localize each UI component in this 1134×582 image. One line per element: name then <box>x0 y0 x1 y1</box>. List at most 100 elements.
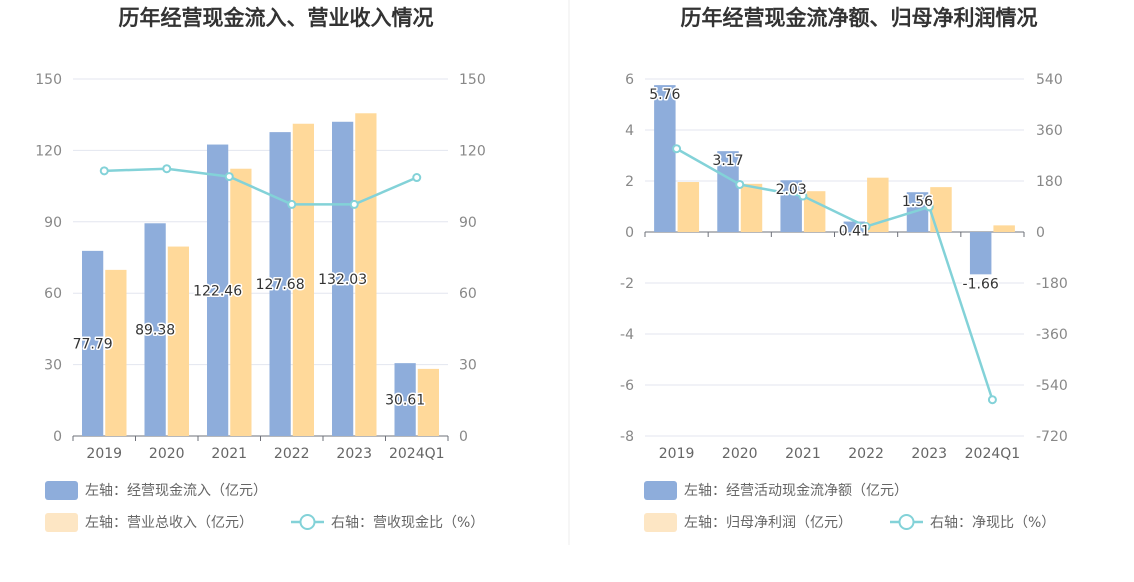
bar-series-2 <box>105 269 127 436</box>
right-axis-tick: 540 <box>1036 72 1063 88</box>
right-axis-tick: 90 <box>459 215 477 231</box>
legend-swatch <box>644 513 677 532</box>
left-axis-tick: 120 <box>35 143 62 159</box>
right-axis-tick: 360 <box>1036 123 1063 139</box>
line-point <box>798 191 808 201</box>
right-axis-tick: 30 <box>459 358 477 374</box>
legend-line-marker <box>898 514 915 530</box>
chart-title: 历年经营现金流入、营业收入情况 <box>119 6 434 30</box>
data-label: -1.66 <box>963 276 999 292</box>
bar-series-2 <box>930 187 952 232</box>
data-label: 2.03 <box>776 182 807 198</box>
right-axis-tick: 180 <box>1036 174 1063 190</box>
left-axis-tick: 0 <box>53 429 62 445</box>
line-point <box>735 179 745 189</box>
data-label: 77.79 <box>73 336 113 352</box>
left-axis-tick: 150 <box>35 72 62 88</box>
line-point <box>349 199 359 209</box>
line-point <box>287 199 297 209</box>
x-axis-label: 2022 <box>848 446 884 462</box>
right-axis-tick: -540 <box>1036 378 1068 394</box>
line-series <box>104 167 418 206</box>
line-point <box>162 164 172 174</box>
right-axis-tick: -180 <box>1036 276 1068 292</box>
left-axis-tick: -8 <box>620 429 634 445</box>
legend-swatch <box>45 513 78 532</box>
left-axis-tick: 0 <box>625 225 634 241</box>
left-axis-tick: 60 <box>44 286 62 302</box>
left-axis-tick: 90 <box>44 215 62 231</box>
x-axis-label: 2020 <box>149 446 185 462</box>
legend-label: 左轴：经营活动现金流净额（亿元） <box>684 483 908 499</box>
x-axis-label: 2019 <box>86 446 122 462</box>
bar-series-1 <box>394 363 416 436</box>
bar-series-1 <box>906 192 929 232</box>
right-axis-tick: 0 <box>459 429 468 445</box>
bar-series-2 <box>230 168 252 436</box>
line-point <box>412 173 422 183</box>
right-axis-tick: 150 <box>459 72 486 88</box>
legend-label: 右轴：净现比（%） <box>930 515 1055 531</box>
line-point <box>987 395 997 405</box>
data-label: 122.46 <box>193 283 242 299</box>
chart-cash-inflow-revenue: 历年经营现金流入、营业收入情况 0 30 60 90 120 150 0 30 60 90 120 1… <box>35 6 486 532</box>
data-label: 30.61 <box>385 393 425 409</box>
left-axis-tick: 30 <box>44 358 62 374</box>
left-axis-tick: 4 <box>625 123 634 139</box>
left-axis-tick: -2 <box>620 276 634 292</box>
bar-series-2 <box>803 191 826 232</box>
x-axis-label: 2023 <box>911 446 947 462</box>
left-axis-tick: -4 <box>620 327 634 343</box>
x-axis-label: 2024Q1 <box>965 446 1021 462</box>
data-label: 132.03 <box>318 272 367 288</box>
data-label: 1.56 <box>902 194 933 210</box>
bar-series-2 <box>355 113 377 436</box>
chart-title: 历年经营现金流净额、归母净利润情况 <box>681 6 1038 30</box>
legend-label: 左轴：营业总收入（亿元） <box>85 515 253 531</box>
bar-series-1 <box>654 85 676 233</box>
x-axis-label: 2023 <box>336 446 372 462</box>
legend-label: 左轴：归母净利润（亿元） <box>684 514 852 531</box>
bar-series-1 <box>332 121 354 436</box>
bar-series-2 <box>292 123 314 436</box>
x-axis-label: 2020 <box>722 446 758 462</box>
bar-series-1 <box>82 250 104 436</box>
data-label: 89.38 <box>135 323 175 339</box>
legend-label: 右轴：营收现金比（%） <box>331 515 484 531</box>
data-label: 127.68 <box>256 277 305 293</box>
line-point <box>861 222 871 232</box>
data-label: 5.76 <box>649 87 680 103</box>
right-axis-tick: 120 <box>459 143 486 159</box>
bar-series-2 <box>417 368 439 436</box>
data-label: 3.17 <box>712 153 743 169</box>
line-point <box>99 166 109 176</box>
line-series <box>675 147 994 401</box>
x-axis-label: 2022 <box>274 446 310 462</box>
bar-series-1 <box>207 144 229 436</box>
right-axis-tick: -360 <box>1036 327 1068 343</box>
left-axis-tick: 2 <box>625 174 634 190</box>
bar-series-1 <box>969 232 992 275</box>
data-label: 0.41 <box>839 224 870 240</box>
legend-line-marker <box>299 514 316 530</box>
right-axis-tick: 0 <box>1036 225 1045 241</box>
left-axis-tick: -6 <box>620 378 634 394</box>
bar-series-2 <box>740 183 763 232</box>
bar-series-1 <box>269 132 291 437</box>
bar-series-2 <box>677 182 700 232</box>
bar-series-1 <box>144 223 166 436</box>
chart-net-cashflow-profit: 历年经营现金流净额、归母净利润情况 -8 -6 -4 -2 0 2 4 6 -720 -540 -3… <box>620 6 1068 532</box>
line-point <box>672 144 682 154</box>
x-axis-label: 2021 <box>785 446 821 462</box>
bar-series-1 <box>717 151 739 232</box>
bar-series-2 <box>867 177 889 232</box>
bar-series-2 <box>993 225 1015 232</box>
bar-series-1 <box>843 221 866 232</box>
line-point <box>924 202 934 212</box>
x-axis-label: 2024Q1 <box>389 446 445 462</box>
right-axis-tick: -720 <box>1036 429 1068 445</box>
legend-label: 左轴：经营现金流入（亿元） <box>85 483 267 499</box>
line-point <box>224 172 234 182</box>
x-axis-label: 2019 <box>659 446 695 462</box>
